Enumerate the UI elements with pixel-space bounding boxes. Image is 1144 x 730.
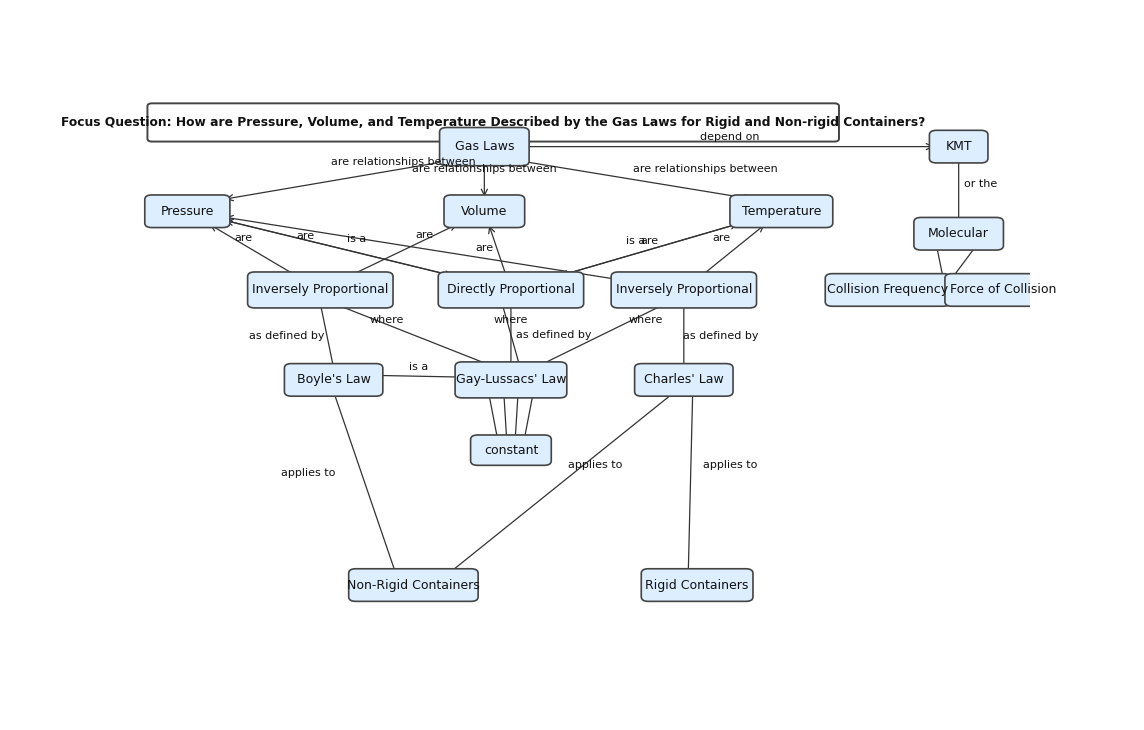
FancyBboxPatch shape [825, 274, 951, 307]
Text: Gas Laws: Gas Laws [454, 140, 514, 153]
FancyBboxPatch shape [285, 364, 383, 396]
Text: is a: is a [626, 236, 645, 246]
Text: are: are [415, 231, 434, 240]
Text: Non-Rigid Containers: Non-Rigid Containers [347, 579, 479, 591]
Text: where: where [370, 315, 404, 325]
FancyBboxPatch shape [945, 274, 1062, 307]
Text: are: are [235, 233, 253, 243]
Text: where: where [628, 315, 662, 325]
Text: applies to: applies to [281, 469, 335, 478]
Text: Directly Proportional: Directly Proportional [447, 283, 575, 296]
Text: are relationships between: are relationships between [412, 164, 557, 174]
Text: Inversely Proportional: Inversely Proportional [252, 283, 389, 296]
Text: are: are [639, 236, 658, 246]
Text: as defined by: as defined by [683, 331, 758, 341]
FancyBboxPatch shape [642, 569, 753, 602]
Text: Force of Collision: Force of Collision [950, 283, 1056, 296]
FancyBboxPatch shape [247, 272, 394, 308]
FancyBboxPatch shape [444, 195, 525, 228]
Text: constant: constant [484, 444, 538, 457]
Text: depend on: depend on [699, 131, 758, 142]
FancyBboxPatch shape [730, 195, 833, 228]
Text: are relationships between: are relationships between [332, 157, 476, 167]
Text: Charles' Law: Charles' Law [644, 373, 724, 386]
Text: Collision Frequency: Collision Frequency [827, 283, 948, 296]
Text: Boyle's Law: Boyle's Law [296, 373, 371, 386]
Text: are: are [712, 233, 730, 243]
Text: Volume: Volume [461, 204, 508, 218]
Text: is a: is a [410, 362, 429, 372]
FancyBboxPatch shape [455, 362, 566, 398]
FancyBboxPatch shape [145, 195, 230, 228]
FancyBboxPatch shape [349, 569, 478, 602]
FancyBboxPatch shape [438, 272, 583, 308]
Text: where: where [494, 315, 529, 325]
FancyBboxPatch shape [148, 104, 839, 142]
Text: as defined by: as defined by [516, 330, 591, 340]
Text: or the: or the [964, 179, 998, 189]
Text: is a: is a [348, 234, 366, 244]
Text: Molecular: Molecular [928, 227, 990, 240]
Text: Pressure: Pressure [160, 204, 214, 218]
FancyBboxPatch shape [914, 218, 1003, 250]
FancyBboxPatch shape [611, 272, 756, 308]
Text: KMT: KMT [945, 140, 972, 153]
FancyBboxPatch shape [635, 364, 733, 396]
Text: are relationships between: are relationships between [633, 164, 777, 174]
Text: Focus Question: How are Pressure, Volume, and Temperature Described by the Gas L: Focus Question: How are Pressure, Volume… [61, 116, 925, 129]
Text: applies to: applies to [704, 460, 757, 470]
Text: as defined by: as defined by [249, 331, 325, 341]
Text: Inversely Proportional: Inversely Proportional [615, 283, 752, 296]
FancyBboxPatch shape [470, 435, 551, 465]
Text: Temperature: Temperature [741, 204, 821, 218]
Text: are: are [296, 231, 315, 242]
Text: are: are [475, 242, 493, 253]
Text: applies to: applies to [569, 460, 622, 470]
Text: Rigid Containers: Rigid Containers [645, 579, 749, 591]
Text: Gay-Lussacs' Law: Gay-Lussacs' Law [455, 373, 566, 386]
FancyBboxPatch shape [929, 131, 988, 163]
FancyBboxPatch shape [439, 128, 530, 166]
